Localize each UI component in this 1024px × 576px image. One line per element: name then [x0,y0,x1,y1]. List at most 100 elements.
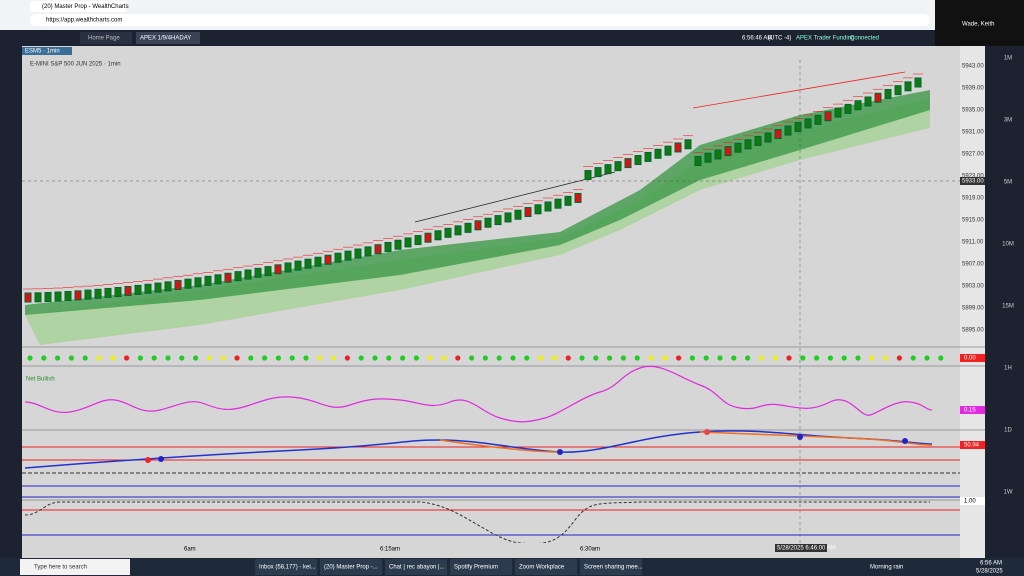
shape [394,239,402,250]
shape [248,355,254,361]
shape [684,139,692,150]
shape [303,355,309,361]
shape [662,355,668,361]
shape [774,129,782,140]
label: 5923.00 [962,174,984,180]
shape [264,266,272,277]
shape [554,198,562,209]
tab[interactable]: Home Page [88,36,120,42]
timeframe-button[interactable]: 1M [1004,56,1012,62]
shape [484,217,492,228]
shape [204,275,212,286]
shape [414,171,616,223]
shape [524,355,530,361]
group: 5943.00 5939.00 5935.00 5931.00 5927.00 5923.… [962,64,984,334]
shape [607,355,613,361]
taskbar-app[interactable] [320,559,382,575]
shape [304,258,312,269]
shape [734,142,742,153]
taskbar-app[interactable] [385,559,447,575]
timeframe-button[interactable]: 1D [1004,428,1012,434]
label: (20) Master Prop - WealthCharts [42,4,129,10]
shape [745,355,751,361]
shape [824,111,832,122]
shape [869,355,875,361]
tab[interactable]: APEX 1/9/4HADAY [140,36,191,42]
shape [844,103,852,114]
shape [24,501,930,545]
label: 5933.00 [962,179,984,185]
shape [938,355,944,361]
taskbar-app[interactable] [450,559,512,575]
label: 6:56 AM [980,561,1002,567]
shape [20,559,130,575]
address-bar[interactable] [30,14,930,26]
shape [754,135,762,146]
shape [289,355,295,361]
shape [54,291,62,302]
label: Net Bullish [26,377,55,383]
shape [772,355,778,361]
label: 5943.00 [962,64,984,70]
shape [689,355,696,361]
shape [464,222,472,233]
shape [985,46,1024,558]
shape [664,145,672,156]
shape [136,32,200,44]
shape [24,292,32,303]
shape [434,230,442,241]
shape [524,207,532,218]
taskbar-app[interactable] [255,559,317,575]
shape [30,1,126,12]
shape [22,47,72,55]
taskbar-app[interactable] [515,559,577,575]
shape [324,254,332,265]
shape [694,155,702,166]
shape [174,280,182,291]
shape [41,355,47,361]
timeframe-button[interactable]: 1H [1004,366,1012,372]
label: 6:15am [380,547,400,553]
shape [494,215,502,226]
shape [0,30,935,46]
timeframe-button[interactable]: 5M [1004,180,1012,186]
shape [894,85,902,96]
shape [800,355,806,361]
timeframe-button[interactable]: 15M [1002,304,1014,310]
shape [764,132,772,143]
shape [354,248,362,259]
shape [110,355,116,361]
taskbar-app-label: Spotify Premium [454,565,498,571]
shape [896,355,903,361]
shape [854,100,862,111]
timeframe-button[interactable]: 10M [1002,242,1014,248]
timeframe-button[interactable]: 1W [1004,490,1013,496]
shape [904,81,912,92]
shape [455,355,461,361]
label: 6:30am [580,547,600,553]
shape [717,355,723,361]
label: 5895.00 [962,328,984,334]
shape [744,139,752,150]
shape [654,148,662,159]
shape [374,244,382,255]
shape [924,355,930,361]
timeframe-button[interactable]: 3M [1004,118,1012,124]
shape [474,220,482,231]
shape [902,438,908,444]
shape [314,256,322,267]
shape [404,237,412,248]
shape [179,355,185,361]
shape [0,46,22,558]
shape [96,355,102,361]
shape [94,288,102,299]
group [23,73,923,303]
label: 5911.00 [962,240,984,246]
search-box[interactable]: Type here to search [34,565,87,571]
taskbar-app[interactable] [580,559,642,575]
shape [358,355,364,361]
shape [910,355,916,361]
shape [564,195,572,206]
label: 50.94 [964,443,980,449]
shape [84,289,92,300]
